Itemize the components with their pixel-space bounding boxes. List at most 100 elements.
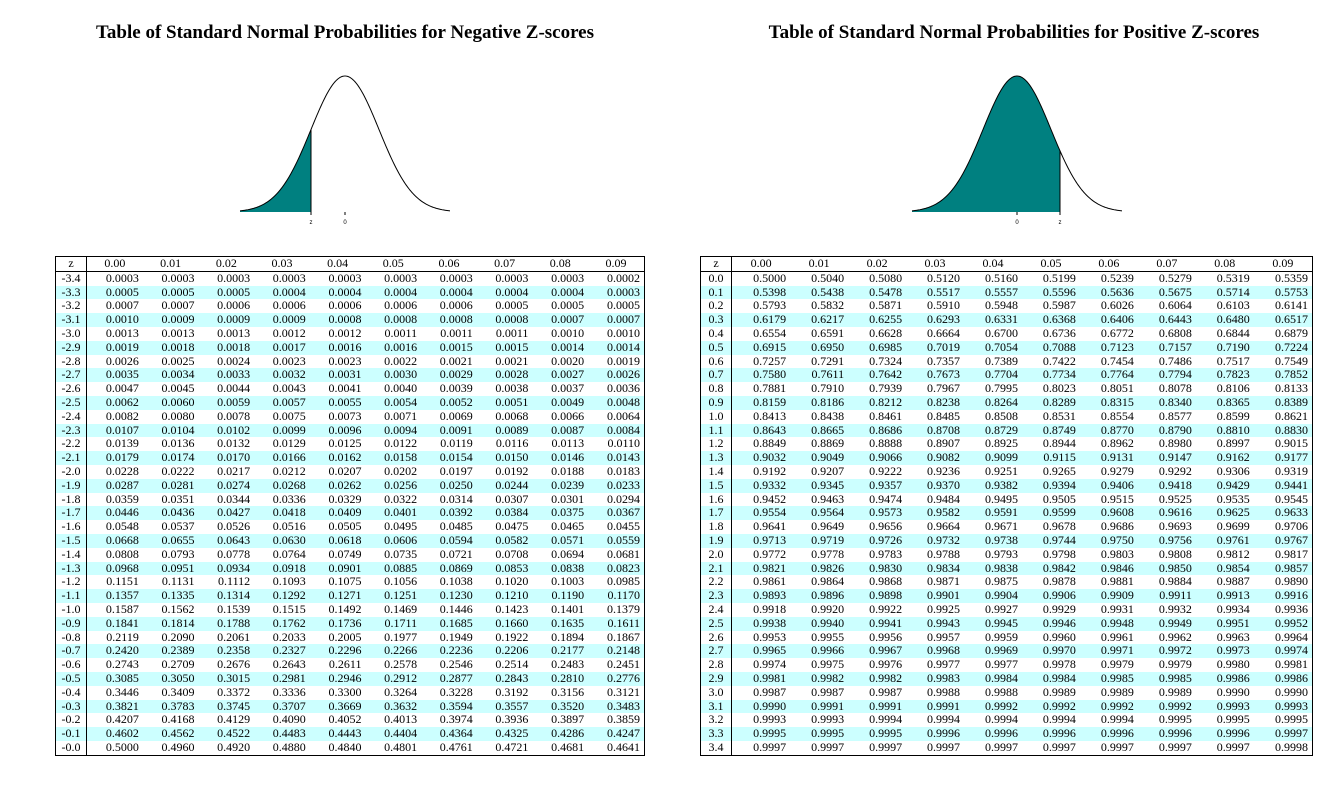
column-header: 0.02 bbox=[198, 256, 255, 272]
probability-cell: 0.7224 bbox=[1253, 340, 1313, 355]
probability-cell: 0.9854 bbox=[1195, 561, 1254, 576]
probability-cell: 0.9292 bbox=[1158, 463, 1192, 478]
probability-cell: 0.9938 bbox=[731, 616, 791, 631]
probability-cell: 0.9982 bbox=[790, 671, 849, 686]
probability-cell: 0.9934 bbox=[1216, 601, 1250, 616]
probability-cell: 0.6480 bbox=[1195, 312, 1254, 327]
probability-cell: 0.6591 bbox=[811, 325, 845, 340]
probability-cell: 0.8849 bbox=[753, 436, 787, 451]
z-value-cell: 2.3 bbox=[700, 588, 732, 603]
z-value-cell: -2.2 bbox=[55, 437, 87, 452]
probability-cell: 0.9973 bbox=[1195, 644, 1254, 659]
probability-cell: 0.0207 bbox=[328, 463, 362, 478]
probability-cell: 0.0010 bbox=[551, 325, 585, 340]
z-label: z bbox=[310, 220, 313, 226]
probability-cell: 0.0336 bbox=[272, 491, 306, 506]
probability-cell: 0.8238 bbox=[906, 395, 965, 410]
probability-cell: 0.0485 bbox=[439, 519, 473, 534]
table-row: 0.7 0.7580 0.7611 0.7642 0.7673 0.7704 0.7734 0… bbox=[700, 368, 1313, 383]
probability-cell: 0.9992 bbox=[1021, 699, 1080, 714]
probability-cell: 0.9979 bbox=[1158, 657, 1192, 672]
probability-cell: 0.0222 bbox=[161, 463, 195, 478]
table-row: 2.3 0.9893 0.9896 0.9898 0.9901 0.9904 0.9906 0… bbox=[700, 588, 1313, 603]
probability-cell: 0.9864 bbox=[811, 574, 845, 589]
z-value-cell: 0.4 bbox=[700, 326, 732, 341]
probability-cell: 0.0125 bbox=[328, 436, 362, 451]
probability-cell: 0.0823 bbox=[588, 561, 645, 576]
probability-cell: 0.9306 bbox=[1216, 463, 1250, 478]
table-row: 3.3 0.9995 0.9995 0.9995 0.9996 0.9996 0.9996 0… bbox=[700, 726, 1313, 741]
column-header: 0.04 bbox=[964, 256, 1022, 272]
probability-cell: 0.9641 bbox=[753, 519, 787, 534]
table-row: 2.8 0.9974 0.9975 0.9976 0.9977 0.9977 0.9978 0… bbox=[700, 657, 1313, 672]
probability-cell: 0.1660 bbox=[476, 616, 533, 631]
z-column-header: z bbox=[55, 256, 87, 272]
probability-cell: 0.1635 bbox=[532, 616, 589, 631]
probability-cell: 0.3483 bbox=[588, 699, 645, 714]
probability-cell: 0.9896 bbox=[790, 588, 849, 603]
probability-cell: 0.0099 bbox=[254, 423, 310, 438]
probability-cell: 0.8340 bbox=[1137, 395, 1196, 410]
probability-cell: 0.7881 bbox=[753, 381, 787, 396]
probability-cell: 0.0314 bbox=[439, 491, 473, 506]
probability-cell: 0.9990 bbox=[1275, 684, 1308, 699]
probability-cell: 0.0146 bbox=[532, 450, 589, 465]
probability-cell: 0.0004 bbox=[532, 285, 589, 300]
probability-cell: 0.9996 bbox=[964, 726, 1022, 741]
probability-cell: 0.2611 bbox=[328, 657, 362, 672]
z-value-cell: -3.0 bbox=[55, 326, 87, 341]
table-row: 1.7 0.9554 0.9564 0.9573 0.9582 0.9591 0.9599 0… bbox=[700, 506, 1313, 521]
probability-cell: 0.0060 bbox=[142, 395, 199, 410]
probability-cell: 0.4404 bbox=[365, 726, 422, 741]
probability-cell: 0.5319 bbox=[1216, 270, 1250, 285]
z-value-cell: 2.0 bbox=[700, 547, 732, 562]
probability-cell: 0.9920 bbox=[811, 601, 845, 616]
probability-cell: 0.9875 bbox=[984, 574, 1018, 589]
probability-cell: 0.7580 bbox=[731, 368, 791, 383]
probability-cell: 0.3783 bbox=[142, 699, 199, 714]
z-value-cell: 2.6 bbox=[700, 630, 732, 645]
probability-cell: 0.0934 bbox=[198, 561, 255, 576]
probability-cell: 0.7939 bbox=[869, 381, 903, 396]
table-row: -0.8 0.2119 0.2090 0.2061 0.2033 0.2005 0.1977… bbox=[55, 629, 645, 645]
probability-cell: 0.0359 bbox=[105, 491, 139, 506]
probability-cell: 0.3228 bbox=[439, 684, 473, 699]
probability-cell: 0.9996 bbox=[906, 726, 965, 741]
probability-cell: 0.0016 bbox=[365, 340, 422, 355]
probability-cell: 0.4602 bbox=[86, 726, 143, 741]
probability-cell: 0.9887 bbox=[1216, 574, 1250, 589]
probability-cell: 0.9901 bbox=[906, 588, 965, 603]
probability-cell: 0.2033 bbox=[272, 629, 306, 644]
table-row: -0.4 0.3446 0.3409 0.3372 0.3336 0.3300 0.3264… bbox=[55, 684, 645, 700]
z-value-cell: 2.9 bbox=[700, 671, 732, 686]
probability-cell: 0.9911 bbox=[1137, 588, 1196, 603]
probability-cell: 0.0003 bbox=[384, 270, 418, 285]
probability-cell: 0.9988 bbox=[927, 684, 961, 699]
probability-cell: 0.4840 bbox=[328, 739, 362, 754]
probability-cell: 0.9949 bbox=[1137, 616, 1196, 631]
probability-cell: 0.0011 bbox=[384, 325, 418, 340]
probability-cell: 0.3974 bbox=[439, 712, 473, 727]
probability-cell: 0.1867 bbox=[607, 629, 640, 644]
probability-cell: 0.0007 bbox=[532, 312, 589, 327]
column-header: 0.09 bbox=[1253, 256, 1313, 272]
column-header: 0.06 bbox=[1079, 256, 1138, 272]
probability-cell: 0.2327 bbox=[254, 644, 310, 659]
probability-cell: 0.1335 bbox=[142, 588, 199, 603]
probability-cell: 0.0006 bbox=[217, 298, 251, 313]
probability-cell: 0.9564 bbox=[790, 506, 849, 521]
probability-cell: 0.9842 bbox=[1021, 561, 1080, 576]
probability-cell: 0.1711 bbox=[365, 616, 422, 631]
probability-cell: 0.9963 bbox=[1216, 629, 1250, 644]
probability-cell: 0.4761 bbox=[439, 739, 473, 754]
probability-cell: 0.0392 bbox=[421, 506, 477, 521]
probability-cell: 0.0139 bbox=[105, 436, 139, 451]
probability-cell: 0.9984 bbox=[1021, 671, 1080, 686]
probability-cell: 0.0668 bbox=[86, 533, 143, 548]
probability-cell: 0.9989 bbox=[1042, 684, 1076, 699]
probability-cell: 0.6217 bbox=[790, 312, 849, 327]
probability-cell: 0.9992 bbox=[964, 699, 1022, 714]
z-value-cell: 1.5 bbox=[700, 478, 732, 493]
z-value-cell: -1.7 bbox=[55, 506, 87, 521]
